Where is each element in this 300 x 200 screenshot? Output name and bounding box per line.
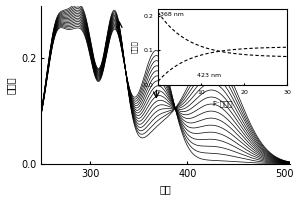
X-axis label: 波长: 波长: [160, 184, 171, 194]
Y-axis label: 吸光度: 吸光度: [6, 76, 16, 94]
